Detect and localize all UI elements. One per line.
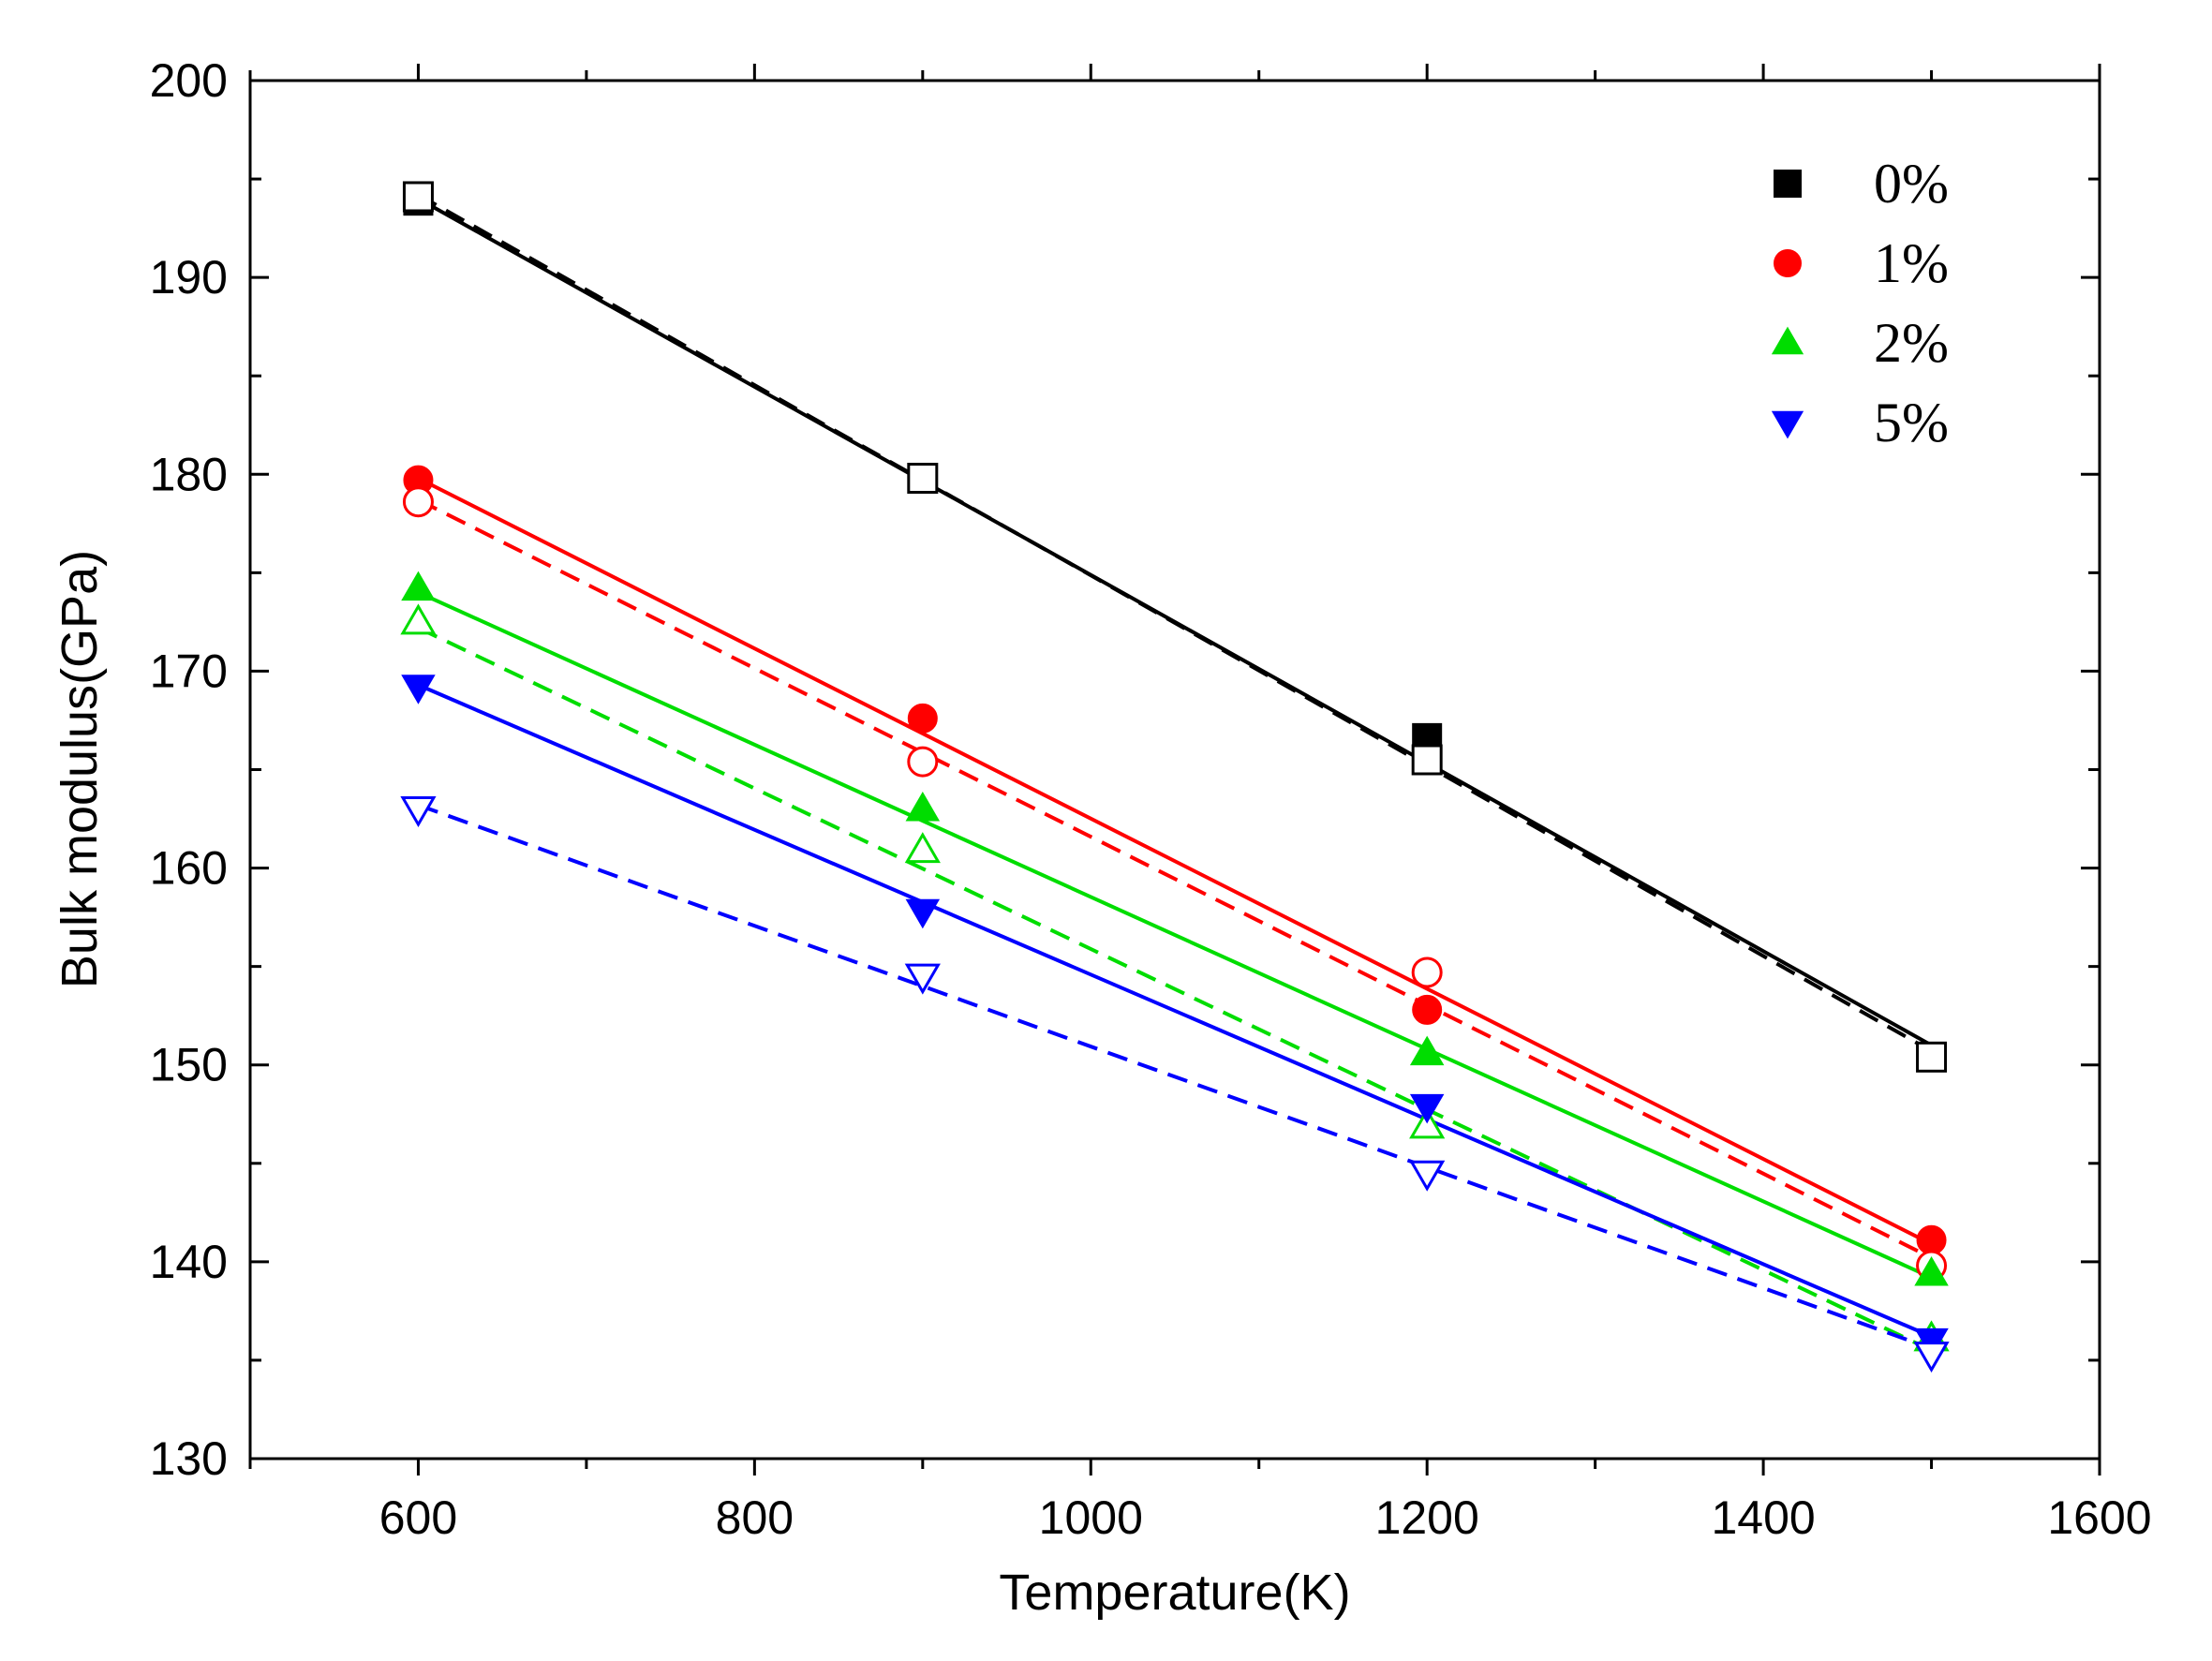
y-tick-label: 140	[150, 1236, 228, 1288]
y-tick-label: 130	[150, 1432, 228, 1485]
x-tick-label: 1600	[2047, 1491, 2151, 1544]
plot-frame	[248, 79, 2101, 1461]
y-tick-label: 170	[150, 645, 228, 697]
fit-lines-layer	[417, 193, 1933, 1353]
fit-line-solid-2pct	[417, 590, 1933, 1280]
x-axis-title: Temperature(K)	[999, 1565, 1350, 1621]
y-tick-label: 180	[150, 448, 228, 500]
data-point-filled-2pct	[1409, 1035, 1445, 1066]
data-point-open-0pct	[907, 462, 939, 494]
data-point-open-5pct	[400, 796, 437, 828]
data-point-open-5pct	[1409, 1160, 1446, 1192]
y-tick-label: 190	[150, 251, 228, 304]
y-tick-label: 150	[150, 1039, 228, 1091]
data-point-filled-1pct	[1412, 994, 1443, 1025]
legend-marker-1pct	[1774, 249, 1802, 277]
data-point-open-2pct	[904, 832, 941, 864]
y-tick-label: 160	[150, 842, 228, 895]
legend-label: 1%	[1874, 232, 1949, 294]
fit-line-dashed-0pct	[417, 193, 1933, 1053]
markers-layer	[400, 181, 1950, 1373]
tick-labels-layer: 600 800 1000 1200 1400 1600 130 140 150 160 170 180…	[150, 54, 2152, 1544]
data-point-filled-5pct	[905, 898, 941, 929]
data-point-open-1pct	[1411, 957, 1443, 988]
data-point-open-1pct	[907, 746, 939, 778]
data-point-open-0pct	[1916, 1041, 1948, 1073]
legend-marker-2pct	[1771, 326, 1804, 355]
fit-line-dashed-5pct	[417, 803, 1933, 1351]
legend-label: 5%	[1874, 392, 1949, 453]
fit-line-solid-1pct	[417, 476, 1933, 1246]
data-point-open-5pct	[1913, 1342, 1950, 1373]
data-point-filled-2pct	[905, 792, 941, 822]
legend: 0% 1% 2% 5%	[1771, 153, 1949, 453]
legend-marker-0pct	[1774, 170, 1802, 198]
data-point-filled-1pct	[1916, 1224, 1947, 1255]
data-point-open-5pct	[904, 963, 941, 995]
legend-label: 0%	[1874, 153, 1949, 215]
data-point-filled-2pct	[401, 571, 436, 601]
data-point-open-2pct	[400, 603, 437, 635]
data-point-open-1pct	[402, 486, 434, 518]
data-point-filled-1pct	[907, 703, 938, 734]
data-point-open-0pct	[402, 181, 434, 213]
x-tick-label: 1400	[1711, 1491, 1815, 1544]
legend-marker-5pct	[1771, 410, 1804, 439]
data-point-open-2pct	[1409, 1107, 1446, 1139]
data-point-filled-2pct	[1914, 1255, 1949, 1286]
data-point-open-0pct	[1411, 744, 1443, 776]
x-tick-label: 1200	[1375, 1491, 1479, 1544]
x-tick-label: 1000	[1039, 1491, 1143, 1544]
y-axis-title: Bulk modulus(GPa)	[52, 550, 108, 988]
x-tick-label: 800	[716, 1491, 794, 1544]
fit-line-dashed-1pct	[417, 497, 1933, 1260]
data-point-filled-5pct	[401, 675, 436, 704]
fit-line-dashed-2pct	[417, 626, 1933, 1353]
ticks-layer	[248, 64, 2101, 1476]
data-point-filled-5pct	[1409, 1093, 1445, 1124]
fit-line-solid-5pct	[417, 683, 1933, 1339]
legend-label: 2%	[1874, 312, 1949, 374]
y-tick-label: 200	[150, 54, 228, 107]
x-tick-label: 600	[379, 1491, 457, 1544]
